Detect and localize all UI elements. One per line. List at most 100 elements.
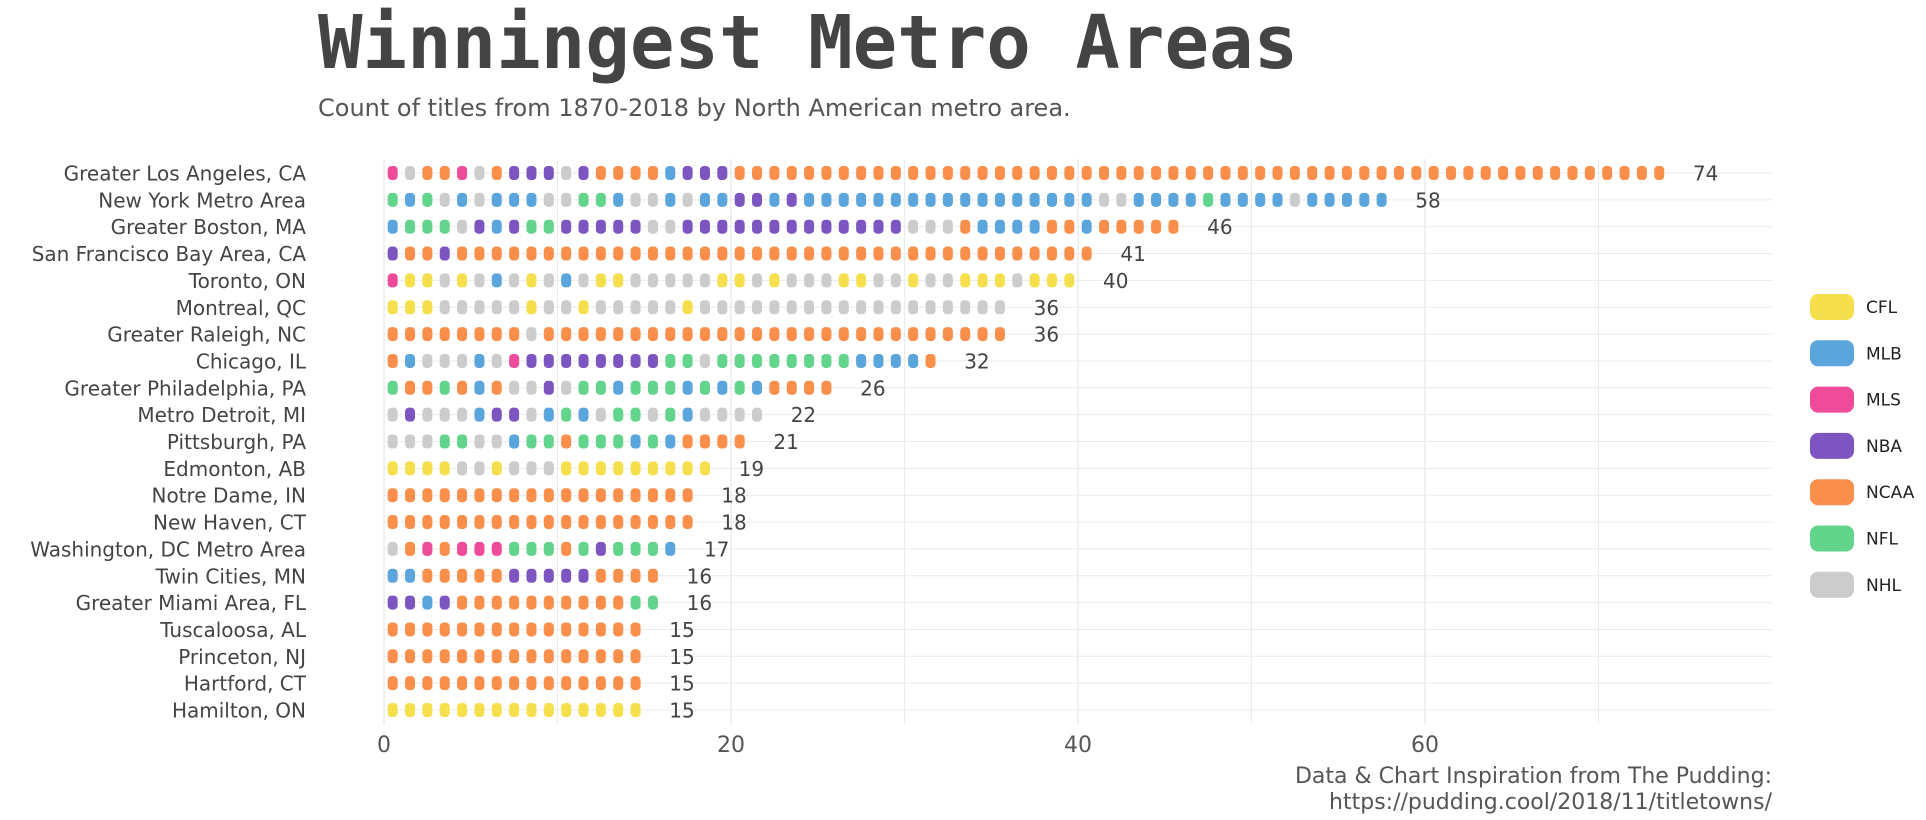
title-dot (699, 380, 710, 395)
title-dot (405, 300, 416, 315)
title-dot (752, 192, 763, 207)
title-dot (821, 192, 832, 207)
title-dot (942, 219, 953, 234)
title-dot (387, 649, 398, 664)
title-dot (526, 300, 537, 315)
title-dot (821, 273, 832, 288)
value-label: 22 (791, 403, 816, 427)
title-dot (509, 595, 520, 610)
title-dot (561, 515, 572, 530)
title-dot (405, 327, 416, 342)
title-dot (457, 515, 468, 530)
title-dot (543, 300, 554, 315)
title-dot (422, 676, 433, 691)
title-dot (717, 353, 728, 368)
title-dot (509, 166, 520, 180)
title-dot (422, 407, 433, 422)
title-dot (613, 407, 624, 422)
title-dot (925, 219, 936, 234)
title-dot (1255, 192, 1266, 207)
legend-swatch (1810, 571, 1854, 598)
title-dot (1133, 166, 1144, 180)
title-dot (595, 166, 606, 180)
title-dot (804, 192, 815, 207)
title-dot (491, 219, 502, 234)
title-dot (422, 515, 433, 530)
title-dot (457, 434, 468, 449)
title-dot (630, 192, 641, 207)
title-dot (405, 703, 416, 717)
title-dot (665, 219, 676, 234)
title-dot (526, 353, 537, 368)
title-dot (1376, 192, 1387, 207)
value-label: 40 (1103, 269, 1128, 293)
title-dot (890, 300, 901, 315)
title-dot (786, 353, 797, 368)
title-dot (925, 166, 936, 180)
title-dot (1220, 192, 1231, 207)
title-dot (474, 353, 485, 368)
category-label: Notre Dame, IN (151, 484, 306, 508)
title-dot (526, 568, 537, 583)
title-dot (439, 166, 450, 180)
x-axis-ticks: 0 20 40 60 (377, 733, 1439, 758)
title-dot (509, 327, 520, 342)
title-dot (1185, 192, 1196, 207)
value-label: 15 (669, 618, 694, 642)
title-dot (526, 192, 537, 207)
title-dot (821, 246, 832, 261)
title-dot (457, 353, 468, 368)
title-dot (457, 676, 468, 691)
title-dot (630, 380, 641, 395)
title-dot (752, 246, 763, 261)
title-dot (699, 166, 710, 180)
title-dot (578, 461, 589, 476)
title-dot (457, 166, 468, 180)
title-dot (630, 703, 641, 717)
title-dot (1428, 166, 1439, 180)
title-dot (439, 515, 450, 530)
title-dot (647, 219, 658, 234)
title-dot (717, 273, 728, 288)
title-dot (665, 273, 676, 288)
title-dot (1463, 166, 1474, 180)
title-dot (439, 622, 450, 637)
title-dot (387, 300, 398, 315)
title-dot (699, 300, 710, 315)
category-label: Washington, DC Metro Area (30, 537, 306, 561)
title-dot (595, 515, 606, 530)
title-dot (647, 568, 658, 583)
title-dot (786, 219, 797, 234)
title-dot (1289, 166, 1300, 180)
title-dot (578, 192, 589, 207)
title-dot (509, 300, 520, 315)
title-dot (595, 622, 606, 637)
title-dot (665, 541, 676, 556)
title-dot (387, 327, 398, 342)
title-dot (994, 246, 1005, 261)
title-dot (699, 353, 710, 368)
title-dot (595, 246, 606, 261)
title-dot (578, 568, 589, 583)
title-dot (561, 461, 572, 476)
title-dot (405, 515, 416, 530)
title-dot (838, 166, 849, 180)
title-dot (647, 407, 658, 422)
title-dot (734, 273, 745, 288)
title-dot (1099, 166, 1110, 180)
title-dot (1654, 166, 1665, 180)
x-tick-label: 0 (377, 733, 391, 758)
legend-swatch (1810, 432, 1854, 459)
title-dot (786, 246, 797, 261)
title-dot (717, 246, 728, 261)
title-dot (457, 192, 468, 207)
category-label: New York Metro Area (98, 188, 306, 212)
title-dot (977, 273, 988, 288)
title-dot (578, 676, 589, 691)
title-dot (474, 568, 485, 583)
title-dot (994, 273, 1005, 288)
title-dot (561, 273, 572, 288)
title-dot (1133, 192, 1144, 207)
title-dot (595, 676, 606, 691)
title-dot (682, 273, 693, 288)
